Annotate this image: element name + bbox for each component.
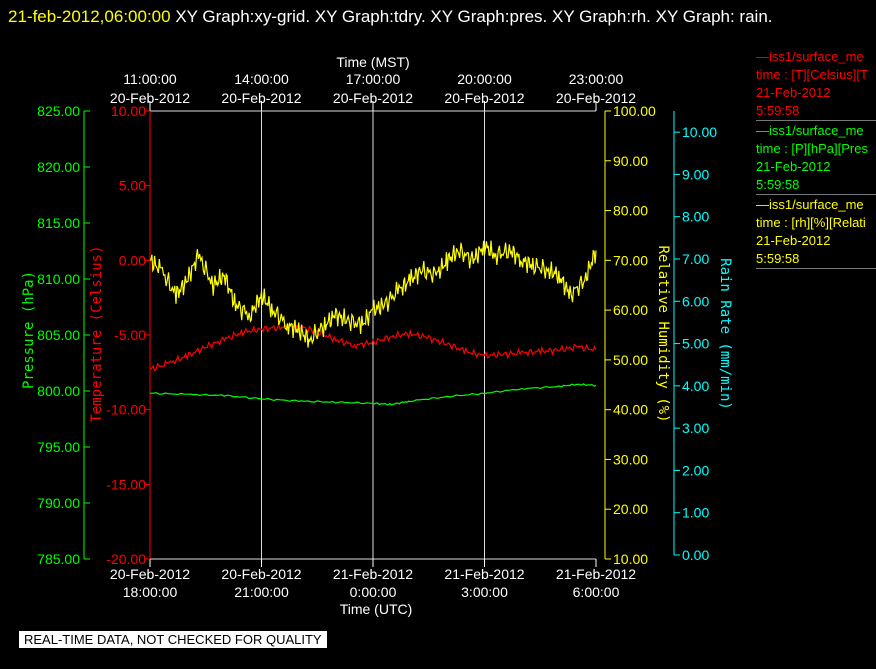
top-tick-date: 20-Feb-2012 [110, 90, 190, 106]
temperature-axis-label: Temperature (Celsius) [89, 245, 105, 422]
top-tick-date: 20-Feb-2012 [333, 90, 413, 106]
rain-tick-label: 8.00 [682, 209, 709, 225]
pressure-tick-label: 820.00 [37, 159, 80, 175]
top-tick-time: 23:00:00 [569, 71, 624, 87]
temperature-tick-label: -20.00 [106, 551, 146, 567]
legend-line2: time : [P][hPa][Pres [756, 141, 868, 156]
legend: —iss1/surface_me time : [T][Celsius][T 2… [756, 48, 876, 270]
pressure-tick-label: 800.00 [37, 383, 80, 399]
humidity-tick-label: 10.00 [613, 551, 648, 567]
bottom-tick-time: 6:00:00 [573, 584, 620, 600]
legend-entry-pressure: —iss1/surface_me time : [P][hPa][Pres 21… [756, 122, 876, 195]
temperature-tick-label: -5.00 [114, 327, 146, 343]
pressure-axis-label: Pressure (hPa) [21, 271, 37, 389]
legend-date: 21-Feb-2012 [756, 85, 831, 100]
legend-time: 5:59:58 [756, 177, 800, 192]
title-timestamp: 21-feb-2012,06:00:00 [8, 7, 171, 26]
pressure-tick-label: 825.00 [37, 103, 80, 119]
bottom-tick-time: 3:00:00 [461, 584, 508, 600]
humidity-tick-label: 30.00 [613, 451, 648, 467]
x-axis-label-bottom: Time (UTC) [340, 601, 413, 617]
pressure-tick-label: 805.00 [37, 327, 80, 343]
rain-tick-label: 0.00 [682, 547, 709, 563]
bottom-tick-date: 21-Feb-2012 [444, 566, 524, 582]
series-t [149, 322, 597, 372]
pressure-tick-label: 795.00 [37, 439, 80, 455]
rain-axis-label: Rain Rate (mm/min) [717, 258, 733, 410]
quality-warning-banner: REAL-TIME DATA, NOT CHECKED FOR QUALITY [19, 631, 327, 648]
series-rh [149, 240, 597, 348]
humidity-tick-label: 70.00 [613, 252, 648, 268]
top-tick-time: 20:00:00 [457, 71, 512, 87]
bottom-tick-date: 21-Feb-2012 [333, 566, 413, 582]
legend-line2: time : [rh][%][Relati [756, 215, 866, 230]
temperature-tick-label: -15.00 [106, 476, 146, 492]
humidity-tick-label: 90.00 [613, 153, 648, 169]
bottom-tick-date: 20-Feb-2012 [221, 566, 301, 582]
humidity-tick-label: 50.00 [613, 352, 648, 368]
legend-time: 5:59:58 [756, 103, 800, 118]
bottom-tick-time: 0:00:00 [350, 584, 397, 600]
bottom-tick-date: 20-Feb-2012 [110, 566, 190, 582]
legend-entry-humidity: —iss1/surface_me time : [rh][%][Relati 2… [756, 196, 876, 269]
legend-line1: —iss1/surface_me [756, 123, 864, 138]
bottom-tick-time: 21:00:00 [234, 584, 289, 600]
top-tick-time: 14:00:00 [234, 71, 289, 87]
temperature-tick-label: 10.00 [111, 103, 146, 119]
bottom-tick-date: 21-Feb-2012 [556, 566, 636, 582]
top-tick-time: 11:00:00 [123, 71, 177, 87]
humidity-tick-label: 100.00 [613, 103, 656, 119]
rain-tick-label: 9.00 [682, 166, 709, 182]
humidity-tick-label: 40.00 [613, 402, 648, 418]
temperature-tick-label: -10.00 [106, 402, 146, 418]
legend-entry-temperature: —iss1/surface_me time : [T][Celsius][T 2… [756, 48, 876, 121]
legend-date: 21-Feb-2012 [756, 159, 831, 174]
axes [83, 101, 680, 567]
top-tick-date: 20-Feb-2012 [444, 90, 524, 106]
title-text: XY Graph:xy-grid. XY Graph:tdry. XY Grap… [170, 7, 773, 26]
legend-time: 5:59:58 [756, 251, 800, 266]
humidity-tick-label: 80.00 [613, 203, 648, 219]
series-p [150, 383, 597, 406]
legend-line2: time : [T][Celsius][T [756, 67, 868, 82]
pressure-tick-label: 815.00 [37, 215, 80, 231]
legend-line1: —iss1/surface_me [756, 197, 864, 212]
tick-labels: 11:00:00 20-Feb-2012 14:00:00 20-Feb-2012 17… [37, 71, 717, 600]
humidity-tick-label: 60.00 [613, 302, 648, 318]
temperature-tick-label: 0.00 [119, 252, 146, 268]
humidity-tick-label: 20.00 [613, 501, 648, 517]
top-tick-time: 17:00:00 [346, 71, 401, 87]
rain-tick-label: 6.00 [682, 293, 709, 309]
grid-lines [150, 110, 596, 560]
legend-line1: —iss1/surface_me [756, 49, 864, 64]
rain-tick-label: 4.00 [682, 378, 709, 394]
rain-tick-label: 10.00 [682, 124, 717, 140]
page-title: 21-feb-2012,06:00:00 XY Graph:xy-grid. X… [8, 2, 848, 32]
rain-tick-label: 3.00 [682, 420, 709, 436]
humidity-axis-label: Relative Humidity (%) [655, 245, 671, 422]
temperature-tick-label: 5.00 [119, 178, 146, 194]
top-tick-date: 20-Feb-2012 [221, 90, 301, 106]
rain-tick-label: 2.00 [682, 462, 709, 478]
rain-tick-label: 5.00 [682, 336, 709, 352]
top-tick-date: 20-Feb-2012 [556, 90, 636, 106]
legend-date: 21-Feb-2012 [756, 233, 831, 248]
pressure-tick-label: 785.00 [37, 551, 80, 567]
pressure-tick-label: 790.00 [37, 495, 80, 511]
series-lines [149, 240, 597, 406]
rain-tick-label: 7.00 [682, 251, 709, 267]
rain-tick-label: 1.00 [682, 505, 709, 521]
pressure-tick-label: 810.00 [37, 271, 80, 287]
bottom-tick-time: 18:00:00 [123, 584, 178, 600]
x-axis-label-top: Time (MST) [336, 54, 409, 70]
